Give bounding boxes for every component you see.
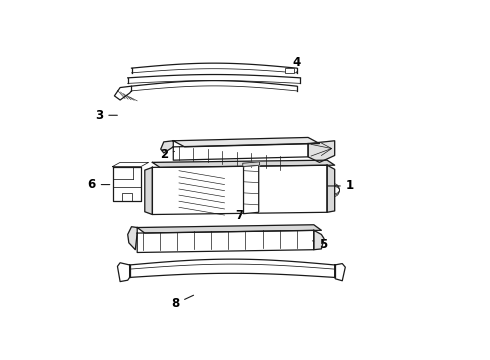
Polygon shape: [137, 230, 314, 252]
Text: 5: 5: [313, 238, 327, 251]
Bar: [285, 68, 294, 73]
Text: 4: 4: [293, 56, 301, 72]
Polygon shape: [137, 225, 321, 233]
Polygon shape: [327, 165, 335, 212]
Polygon shape: [244, 165, 259, 214]
Polygon shape: [118, 263, 129, 282]
Polygon shape: [314, 230, 324, 250]
Polygon shape: [308, 141, 335, 162]
Polygon shape: [152, 160, 335, 167]
Polygon shape: [335, 264, 345, 281]
Polygon shape: [161, 141, 173, 153]
Polygon shape: [243, 162, 260, 167]
Polygon shape: [113, 167, 141, 201]
Polygon shape: [173, 138, 319, 147]
Polygon shape: [115, 86, 131, 100]
Text: 3: 3: [95, 109, 117, 122]
Polygon shape: [145, 167, 152, 215]
Text: 1: 1: [328, 179, 354, 193]
Text: 7: 7: [236, 207, 247, 221]
Text: 2: 2: [160, 148, 174, 161]
Text: 8: 8: [171, 295, 194, 310]
Polygon shape: [173, 144, 308, 160]
Polygon shape: [152, 165, 327, 215]
Polygon shape: [128, 227, 137, 250]
Text: 6: 6: [88, 178, 110, 191]
